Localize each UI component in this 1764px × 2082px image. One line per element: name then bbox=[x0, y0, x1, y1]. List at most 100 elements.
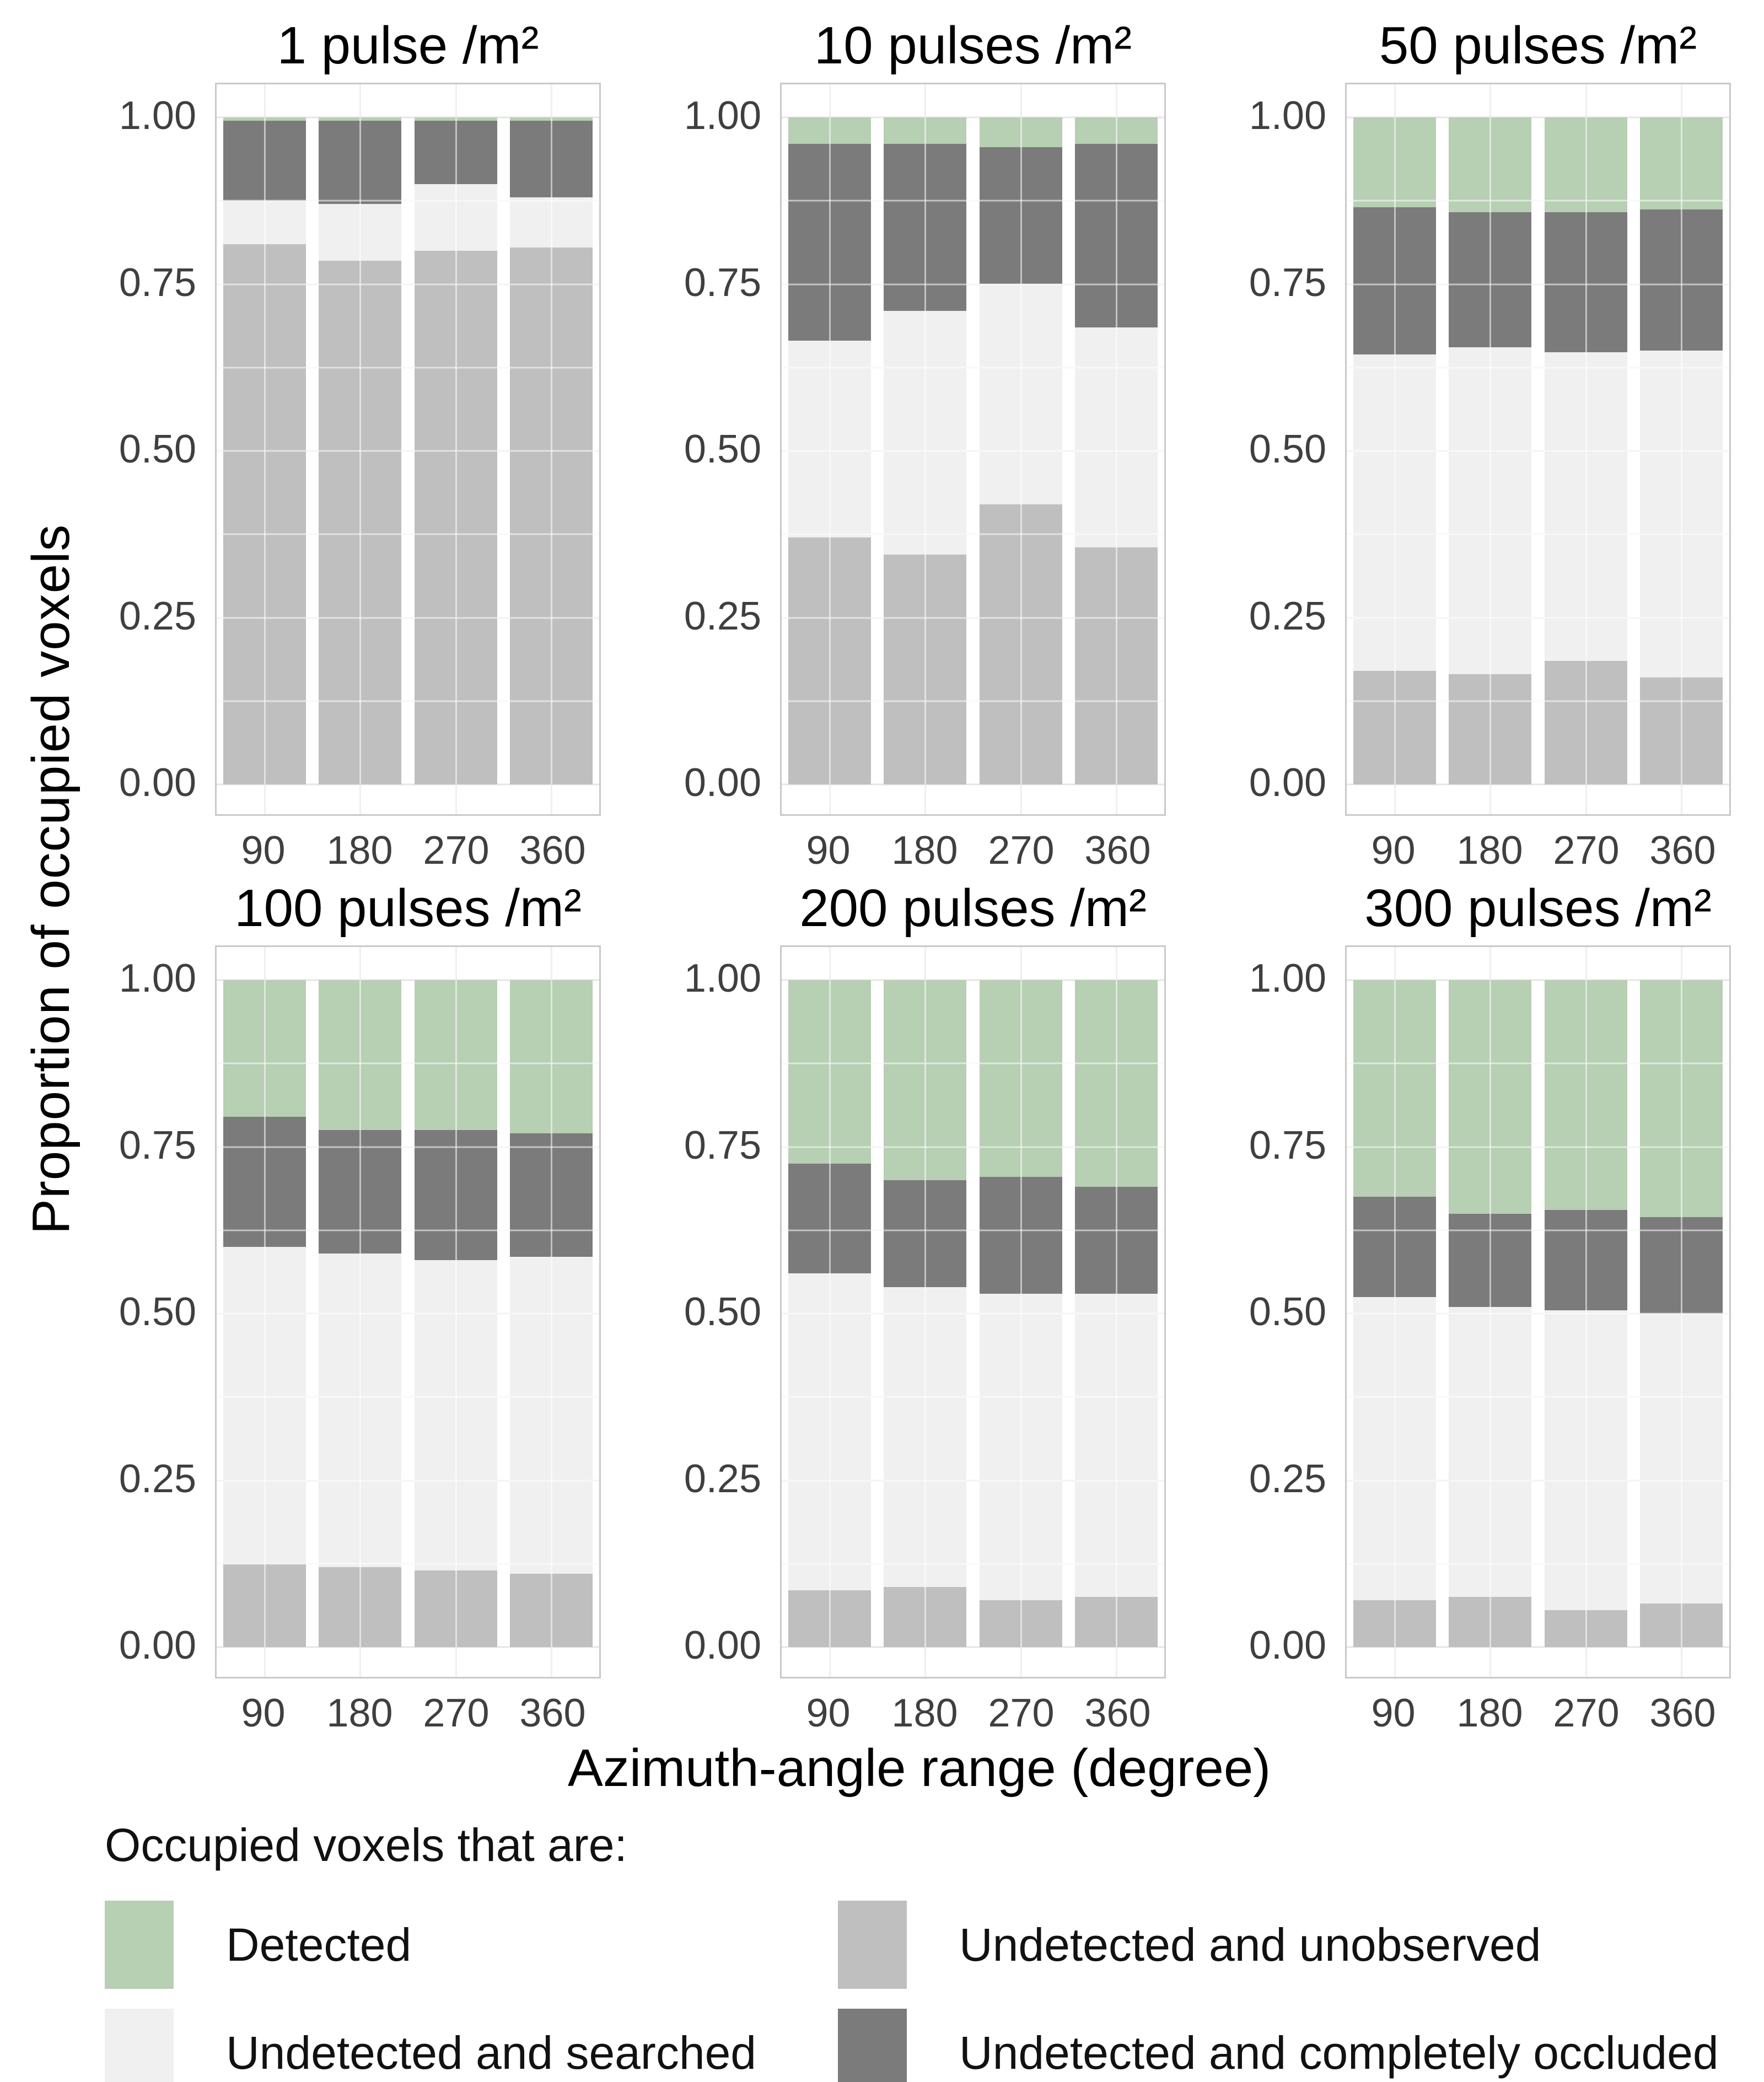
bar-segment-occluded-180 bbox=[884, 144, 967, 311]
bar-slot-180 bbox=[878, 980, 974, 1647]
bar-segment-occluded-360 bbox=[510, 121, 593, 198]
bar-segment-occluded-270 bbox=[1544, 212, 1627, 352]
bar-segment-unobserved-90 bbox=[788, 537, 871, 784]
y-tick-label: 0.50 bbox=[684, 1290, 761, 1334]
gridline-horizontal bbox=[217, 783, 599, 786]
bar-slot-270 bbox=[408, 980, 504, 1647]
bar-slot-180 bbox=[313, 117, 408, 784]
bar-slot-90 bbox=[1347, 980, 1443, 1647]
bar-slot-360 bbox=[1069, 980, 1165, 1647]
x-tick-label-90: 90 bbox=[241, 1691, 286, 1735]
facet-title: 1 pulse /m² bbox=[277, 15, 539, 75]
legend-item-detected: Detected bbox=[105, 1901, 838, 1989]
bar-segment-searched-360 bbox=[510, 197, 593, 248]
bar-segment-detected-180 bbox=[1449, 117, 1532, 212]
stacked-bar-360 bbox=[1075, 117, 1158, 784]
bar-segment-unobserved-180 bbox=[319, 1567, 402, 1647]
bar-segment-occluded-180 bbox=[319, 121, 402, 205]
bar-segment-occluded-360 bbox=[1075, 1187, 1158, 1294]
bar-segment-unobserved-180 bbox=[884, 554, 967, 784]
facet-panel-2: 10 pulses /m² 1.00 0.75 0.50 0.25 0.00 90 180 27… bbox=[653, 8, 1177, 873]
stacked-bar-180 bbox=[1449, 980, 1532, 1647]
legend-item-undetected-unobserved: Undetected and unobserved bbox=[838, 1901, 1750, 1989]
x-tick-label-180: 180 bbox=[891, 1691, 958, 1735]
bar-segment-detected-180 bbox=[884, 117, 967, 144]
y-tick-label: 0.75 bbox=[684, 260, 761, 305]
bar-slot-270 bbox=[1538, 980, 1634, 1647]
bar-segment-detected-360 bbox=[1075, 980, 1158, 1187]
y-tick-label: 0.00 bbox=[1249, 761, 1326, 805]
bar-segment-occluded-90 bbox=[788, 144, 871, 341]
gridline-horizontal bbox=[217, 116, 599, 119]
y-tick-label: 0.75 bbox=[119, 1123, 196, 1168]
bar-segment-occluded-360 bbox=[1075, 144, 1158, 328]
y-tick-label: 0.75 bbox=[119, 260, 196, 305]
x-tick-label-360: 360 bbox=[1649, 829, 1716, 873]
x-tick-label-180: 180 bbox=[326, 1691, 393, 1735]
stacked-bar-90 bbox=[223, 980, 306, 1647]
x-tick-label-360: 360 bbox=[1084, 829, 1151, 873]
stacked-bar-180 bbox=[884, 117, 967, 784]
y-tick-label: 0.25 bbox=[684, 1456, 761, 1501]
bars-layer bbox=[217, 117, 599, 784]
bar-segment-searched-270 bbox=[414, 1260, 497, 1570]
y-tick-label: 0.00 bbox=[119, 761, 196, 805]
facet-body: 1.00 0.75 0.50 0.25 0.00 bbox=[1218, 945, 1742, 1678]
y-tick-label: 0.75 bbox=[684, 1123, 761, 1168]
bar-segment-detected-360 bbox=[1075, 117, 1158, 144]
chart-zone: Proportion of occupied voxels 1 pulse /m… bbox=[14, 8, 1750, 1735]
y-axis: 1.00 0.75 0.50 0.25 0.00 bbox=[653, 83, 780, 816]
bar-segment-searched-90 bbox=[788, 1273, 871, 1591]
bar-slot-90 bbox=[217, 117, 313, 784]
x-axis: 90 180 270 360 bbox=[1345, 1678, 1731, 1735]
legend-swatch-undetected-searched bbox=[105, 2009, 174, 2082]
bar-segment-detected-90 bbox=[1353, 117, 1436, 208]
bar-slot-360 bbox=[1634, 980, 1730, 1647]
stacked-bar-90 bbox=[1353, 117, 1436, 784]
x-tick-label-270: 270 bbox=[423, 1691, 490, 1735]
bar-slot-90 bbox=[1347, 117, 1443, 784]
bar-segment-unobserved-180 bbox=[1449, 674, 1532, 784]
bar-segment-searched-180 bbox=[1449, 1306, 1532, 1597]
y-tick-label: 0.00 bbox=[119, 1623, 196, 1667]
bar-segment-occluded-180 bbox=[1449, 1213, 1532, 1307]
y-tick-label: 0.75 bbox=[1249, 1123, 1326, 1168]
stacked-bar-90 bbox=[223, 117, 306, 784]
bars-layer bbox=[1347, 980, 1729, 1647]
legend-item-undetected-occluded: Undetected and completely occluded bbox=[838, 2009, 1750, 2082]
bar-segment-occluded-90 bbox=[223, 121, 306, 201]
stacked-bar-270 bbox=[414, 117, 497, 784]
facet-body: 1.00 0.75 0.50 0.25 0.00 bbox=[1218, 83, 1742, 816]
y-tick-label: 0.50 bbox=[1249, 1290, 1326, 1334]
legend-label-undetected-searched: Undetected and searched bbox=[226, 2026, 757, 2079]
bar-segment-detected-90 bbox=[788, 980, 871, 1164]
y-tick-label: 1.00 bbox=[684, 956, 761, 1000]
stacked-bar-180 bbox=[1449, 117, 1532, 784]
bar-segment-searched-360 bbox=[510, 1257, 593, 1574]
bar-segment-detected-360 bbox=[1640, 980, 1723, 1217]
gridline-horizontal bbox=[782, 979, 1164, 981]
plot-area bbox=[1347, 116, 1729, 786]
y-tick-label: 1.00 bbox=[119, 956, 196, 1000]
bar-segment-occluded-360 bbox=[510, 1133, 593, 1257]
gridline-horizontal bbox=[217, 979, 599, 981]
bar-segment-searched-90 bbox=[1353, 1296, 1436, 1601]
bar-slot-270 bbox=[1538, 117, 1634, 784]
bar-segment-occluded-90 bbox=[1353, 1197, 1436, 1297]
bar-segment-detected-180 bbox=[884, 980, 967, 1180]
stacked-bar-90 bbox=[788, 117, 871, 784]
y-tick-label: 1.00 bbox=[684, 94, 761, 138]
stacked-bar-270 bbox=[979, 117, 1062, 784]
bar-segment-searched-270 bbox=[979, 1293, 1062, 1601]
x-tick-label-360: 360 bbox=[1084, 1691, 1151, 1735]
y-tick-label: 1.00 bbox=[119, 94, 196, 138]
y-tick-label: 0.00 bbox=[1249, 1623, 1326, 1667]
bar-segment-detected-90 bbox=[788, 117, 871, 144]
plot-panel bbox=[1345, 83, 1731, 816]
bar-slot-360 bbox=[504, 980, 600, 1647]
x-axis: 90 180 270 360 bbox=[215, 816, 601, 873]
gridline-horizontal bbox=[217, 1646, 599, 1648]
bar-segment-unobserved-270 bbox=[414, 1570, 497, 1647]
bar-segment-detected-270 bbox=[1544, 980, 1627, 1211]
bar-segment-occluded-90 bbox=[1353, 207, 1436, 354]
